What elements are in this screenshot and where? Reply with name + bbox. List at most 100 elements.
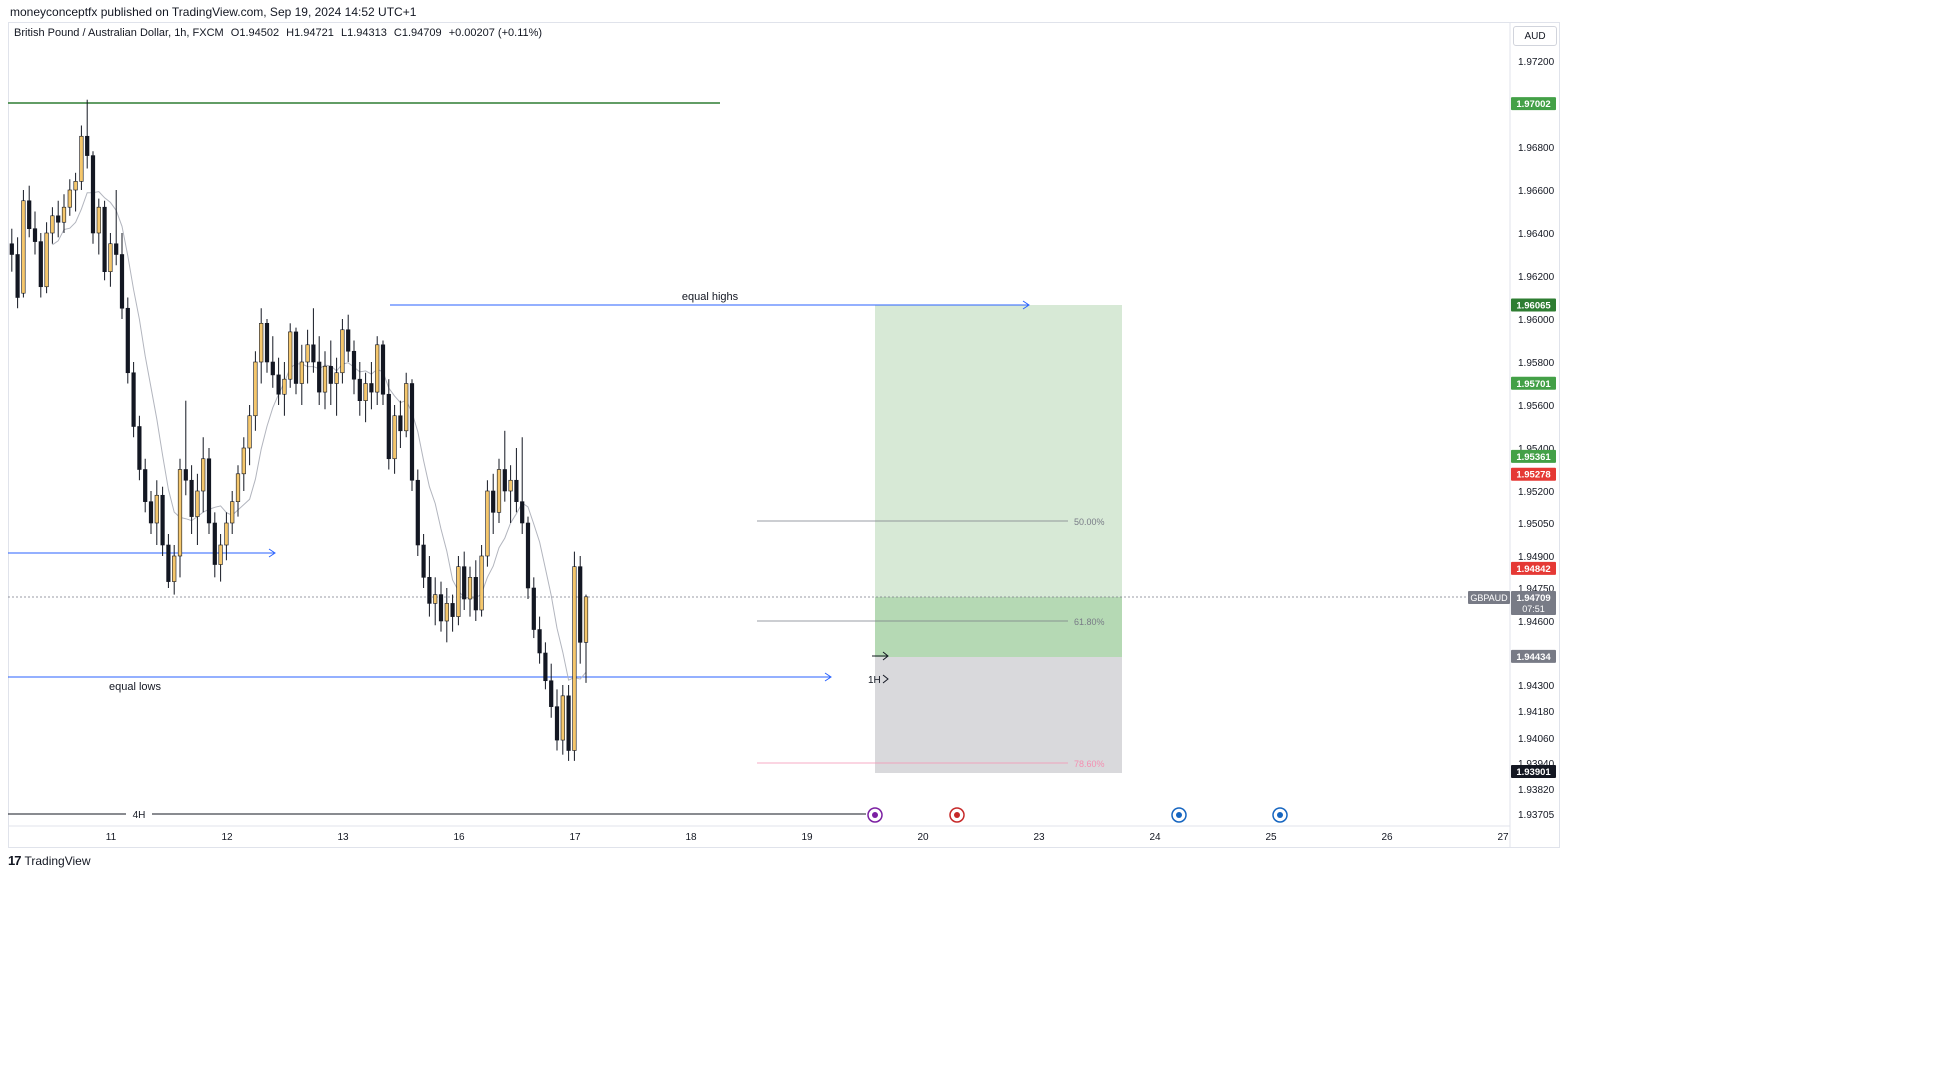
candle-body [583, 596, 589, 643]
legend-low: L1.94313 [340, 27, 387, 39]
price-label: 1.97002 [1516, 99, 1550, 110]
candle-body [415, 479, 420, 546]
currency-button[interactable]: AUD [1513, 26, 1557, 46]
event-uk-flag-icon-dot [954, 812, 960, 818]
price-label-bg [1511, 649, 1556, 663]
entry-zone [875, 597, 1122, 657]
legend-high: H1.94721 [286, 27, 334, 39]
price-label: 1.95361 [1516, 452, 1551, 463]
candle-body [224, 522, 229, 546]
price-labels: 1.97002 1.96065 1.95701 1.95361 1.95278 1.948… [1468, 97, 1556, 778]
price-label-bg [1511, 449, 1556, 463]
price-label: 1.94434 [1516, 652, 1551, 663]
price-tick: 1.94180 [1518, 707, 1555, 718]
candle-body [351, 350, 357, 380]
candle-body [386, 393, 391, 460]
current-price-bg [1511, 591, 1556, 615]
candle-body [392, 415, 397, 460]
candle-body [375, 344, 380, 393]
candle-body [531, 587, 536, 630]
event-au-flag-icon-dot [1277, 812, 1283, 818]
candle-body [433, 594, 438, 604]
price-tick: 1.93820 [1518, 785, 1555, 796]
candle-body [27, 200, 32, 230]
candle-body [357, 378, 362, 402]
target-zone [875, 305, 1122, 597]
left-low-arrowhead [268, 548, 276, 558]
price-label-bg [1511, 376, 1556, 390]
time-tick: 23 [1033, 832, 1045, 843]
candle-body [520, 501, 525, 524]
symbol-tag: GBPAUD [1470, 593, 1508, 603]
candle-body [218, 544, 223, 565]
candle-body [38, 241, 43, 288]
price-tick: 1.96200 [1518, 272, 1555, 283]
candle-body [473, 577, 478, 611]
time-tick: 26 [1381, 832, 1393, 843]
candle-body [311, 344, 316, 363]
candle-body [90, 155, 96, 234]
time-tick: 24 [1149, 832, 1161, 843]
candle-body [398, 415, 403, 432]
equal-highs-arrowhead [1022, 300, 1030, 310]
candle-body [409, 383, 415, 481]
price-tick: 1.96000 [1518, 315, 1555, 326]
candle-body [427, 577, 432, 604]
candle-body [340, 329, 345, 374]
time-tick: 19 [801, 832, 813, 843]
candle-body [125, 307, 130, 374]
candle-body [549, 680, 554, 707]
price-tick: 1.95050 [1518, 519, 1555, 530]
tf-1h-arrow [882, 674, 889, 684]
tf-1h-label: 1H [868, 675, 881, 686]
tradingview-footer[interactable]: 17 TradingView [8, 853, 91, 868]
candle-body [96, 206, 101, 234]
candle-body [438, 594, 444, 622]
candle-body [456, 566, 461, 617]
equal-lows-label: equal lows [109, 681, 161, 693]
price-label-bg [1511, 467, 1556, 481]
price-label: 1.95701 [1516, 379, 1551, 390]
candle-body [259, 322, 264, 363]
candle-body [177, 469, 183, 557]
time-tick: 25 [1265, 832, 1277, 843]
fib-618-label: 61.80% [1074, 617, 1105, 627]
candle-body [235, 473, 241, 502]
price-tick: 1.94300 [1518, 681, 1555, 692]
candle-body [322, 365, 328, 393]
candle-body [201, 458, 206, 492]
candle-body [212, 522, 217, 565]
price-tick: 1.94750 [1518, 584, 1555, 595]
time-axis: 11 12 13 16 17 18 19 20 23 24 25 26 27 [8, 825, 1510, 843]
candle-body [496, 469, 502, 513]
candles [9, 99, 589, 761]
price-tick: 1.94060 [1518, 734, 1555, 745]
moving-average [52, 191, 587, 681]
candle-body [444, 603, 449, 622]
price-tick: 1.96400 [1518, 229, 1555, 240]
candle-body [44, 232, 49, 288]
tradingview-logo-icon: 17 [8, 853, 22, 868]
price-label: 1.95278 [1516, 470, 1550, 481]
candle-body [305, 344, 310, 363]
candle-body [206, 458, 212, 524]
candle-body [50, 215, 55, 234]
candle-body [293, 331, 299, 384]
time-tick: 20 [917, 832, 929, 843]
candle-body [21, 200, 26, 294]
candle-body [479, 555, 484, 611]
candle-body [270, 361, 275, 376]
price-tick: 1.96800 [1518, 143, 1555, 154]
candle-body [15, 254, 20, 298]
time-tick: 18 [685, 832, 697, 843]
price-label: 1.96065 [1516, 301, 1551, 312]
candle-body [131, 372, 136, 427]
candle-body [73, 181, 78, 191]
price-label-bg [1511, 97, 1556, 111]
candle-body [189, 479, 194, 517]
candle-body [137, 426, 142, 470]
price-tick: 1.95400 [1518, 444, 1555, 455]
candle-body [421, 544, 426, 578]
chart-frame [8, 22, 1560, 848]
